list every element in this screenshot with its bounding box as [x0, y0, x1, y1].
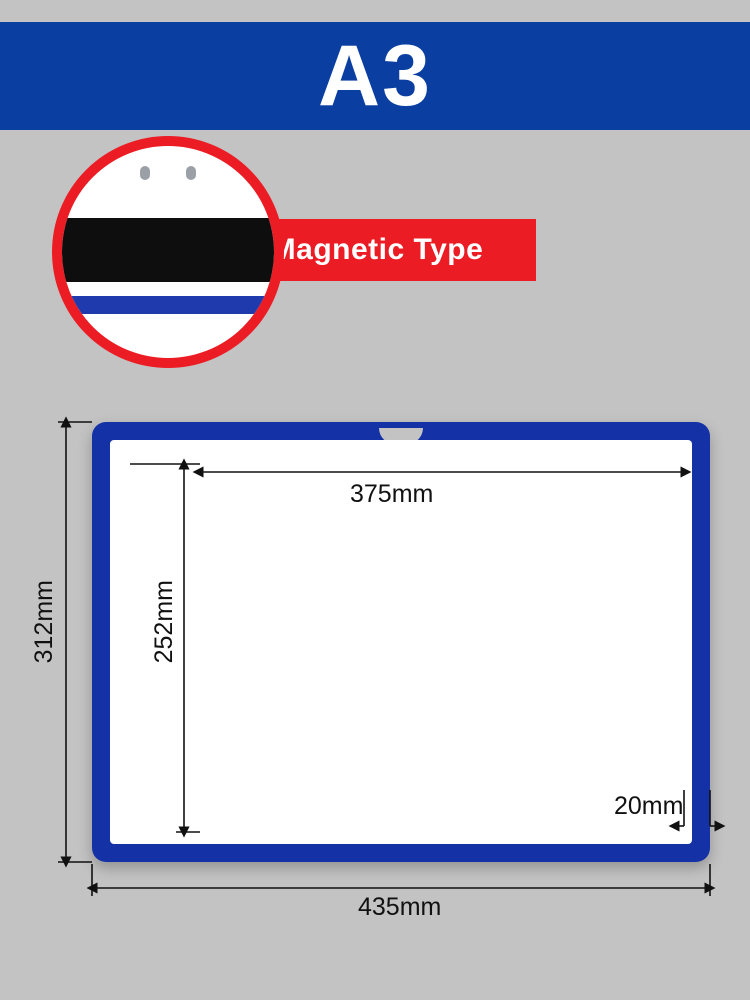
outer-width-label: 435mm	[358, 893, 441, 922]
header-title: A3	[318, 27, 432, 126]
mini-frame-edge-icon	[52, 296, 284, 314]
border-width-label: 20mm	[614, 792, 683, 821]
inner-width-label: 375mm	[350, 480, 433, 509]
inner-height-label: 252mm	[150, 580, 179, 663]
header-band: A3	[0, 22, 750, 130]
detail-magnifier	[52, 136, 284, 368]
magnetic-strip-icon	[52, 218, 284, 282]
magnetic-type-label: Magnetic Type	[271, 233, 484, 267]
mini-hang-hole-icon	[140, 166, 150, 180]
detail-circle	[52, 136, 284, 368]
detail-circle-content	[62, 146, 274, 358]
mini-hang-hole-icon	[186, 166, 196, 180]
outer-height-label: 312mm	[30, 580, 59, 663]
